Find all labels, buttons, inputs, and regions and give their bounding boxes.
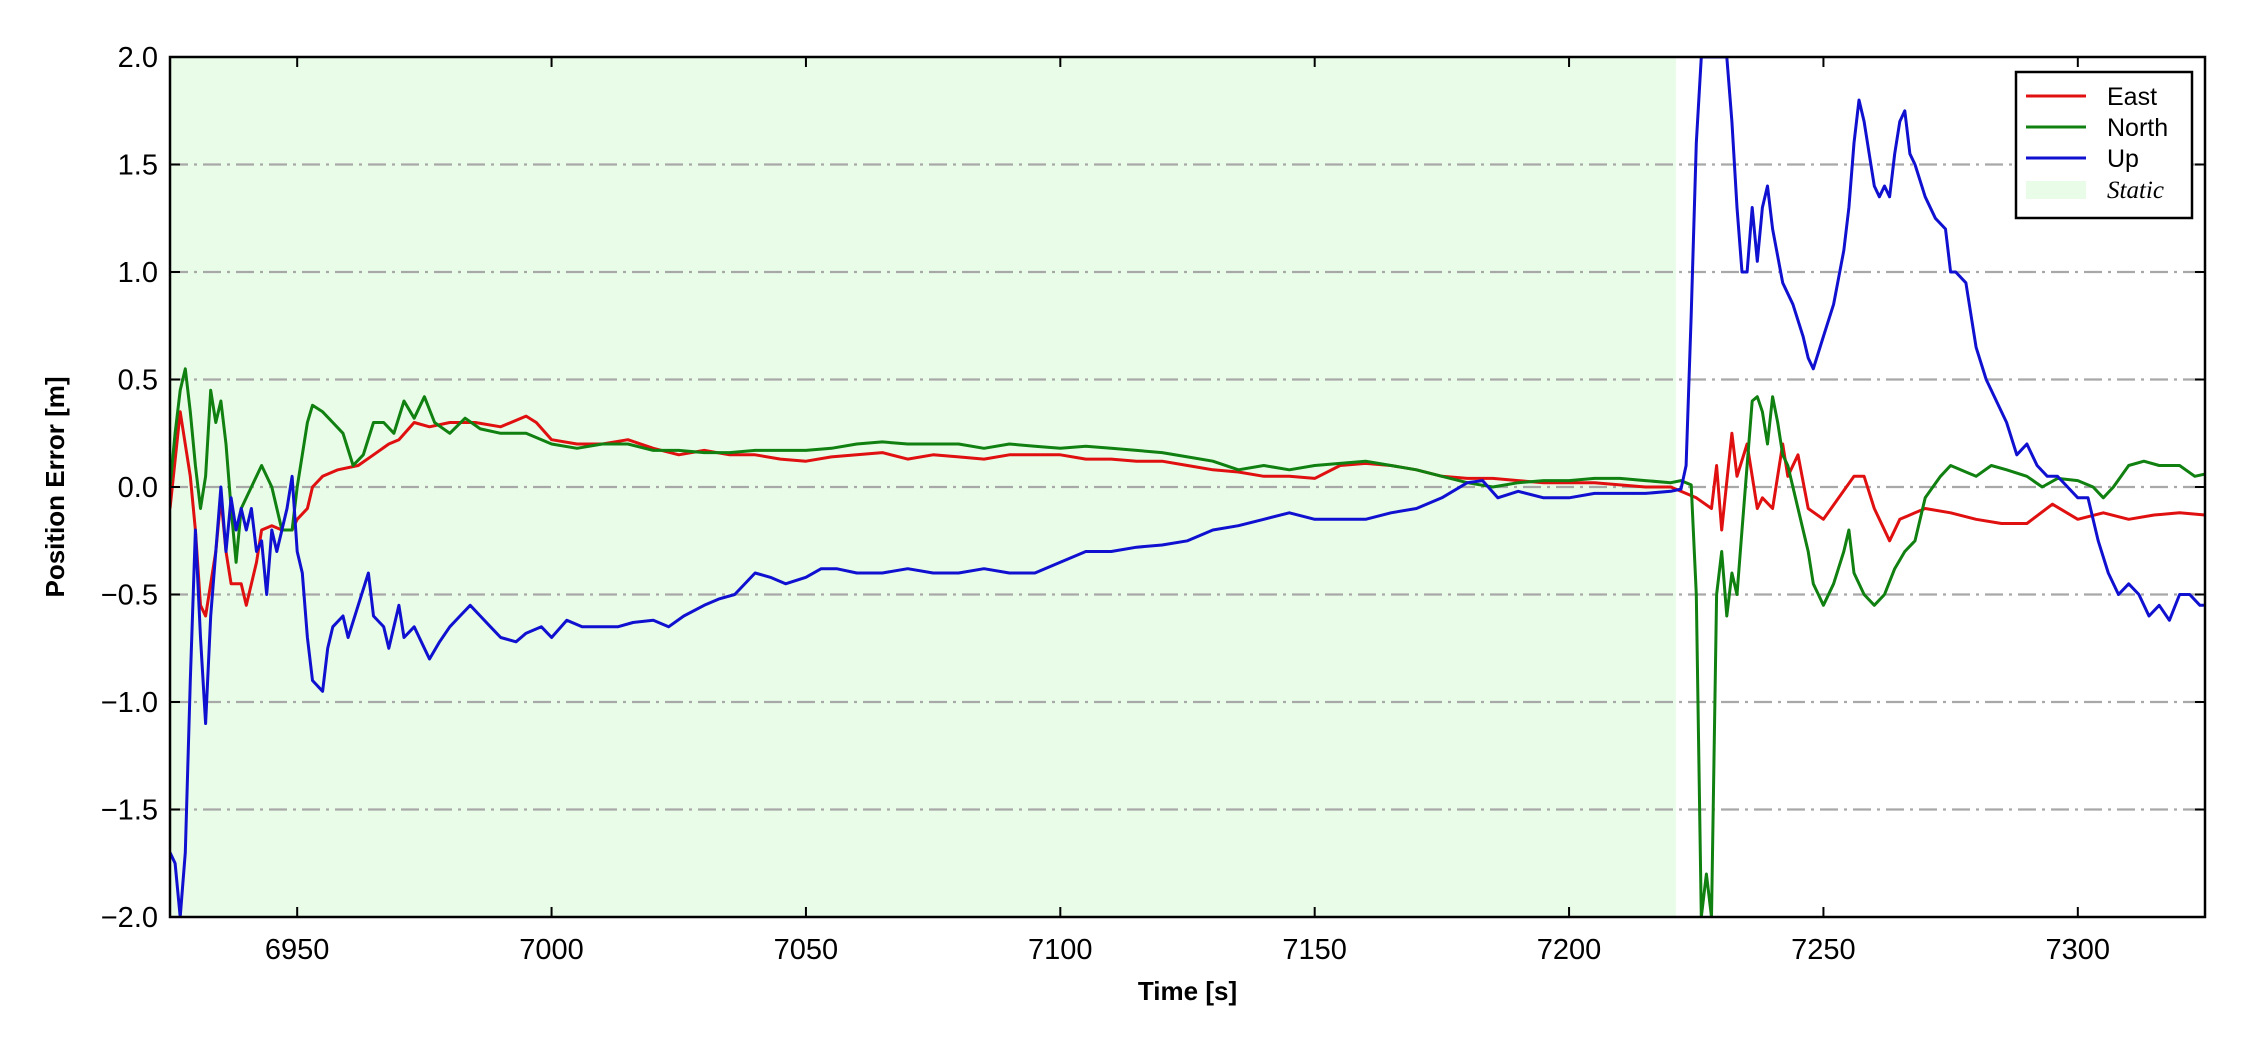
legend-swatch-static xyxy=(2026,181,2086,199)
y-tick-label: 1.0 xyxy=(118,257,158,289)
x-tick-label: 7200 xyxy=(1537,934,1602,966)
y-tick-label: −1.0 xyxy=(101,687,158,719)
x-tick-label: 7050 xyxy=(774,934,839,966)
y-tick-label: 1.5 xyxy=(118,150,158,182)
y-axis-ticks: −2.0 −1.5 −1.0 −0.5 0.0 0.5 1.0 1.5 2.0 xyxy=(101,42,2205,934)
x-tick-label: 7150 xyxy=(1282,934,1347,966)
x-tick-label: 7100 xyxy=(1028,934,1093,966)
x-tick-label: 6950 xyxy=(265,934,330,966)
data-series xyxy=(170,57,2205,917)
legend: East North Up Static xyxy=(2014,70,2194,220)
x-tick-label: 7250 xyxy=(1791,934,1856,966)
legend-label-up: Up xyxy=(2107,145,2139,173)
legend-label-static: Static xyxy=(2107,177,2164,204)
y-tick-label: 2.0 xyxy=(118,42,158,74)
series-line-east xyxy=(170,410,2205,618)
y-tick-label: 0.5 xyxy=(118,365,158,397)
y-tick-label: −0.5 xyxy=(101,580,158,612)
y-tick-label: −2.0 xyxy=(101,902,158,934)
legend-label-east: East xyxy=(2107,83,2157,111)
y-tick-label: 0.0 xyxy=(118,472,158,504)
x-tick-label: 7300 xyxy=(2046,934,2111,966)
series-line-up xyxy=(170,57,2205,917)
x-axis-label: Time [s] xyxy=(1138,976,1237,1006)
x-axis-ticks: 6950 7000 7050 7100 7150 7200 7250 7300 xyxy=(265,57,2110,966)
x-tick-label: 7000 xyxy=(519,934,584,966)
legend-label-north: North xyxy=(2107,114,2168,142)
y-tick-label: −1.5 xyxy=(101,795,158,827)
series-line-north xyxy=(170,367,2205,917)
y-axis-label: Position Error [m] xyxy=(40,376,70,597)
